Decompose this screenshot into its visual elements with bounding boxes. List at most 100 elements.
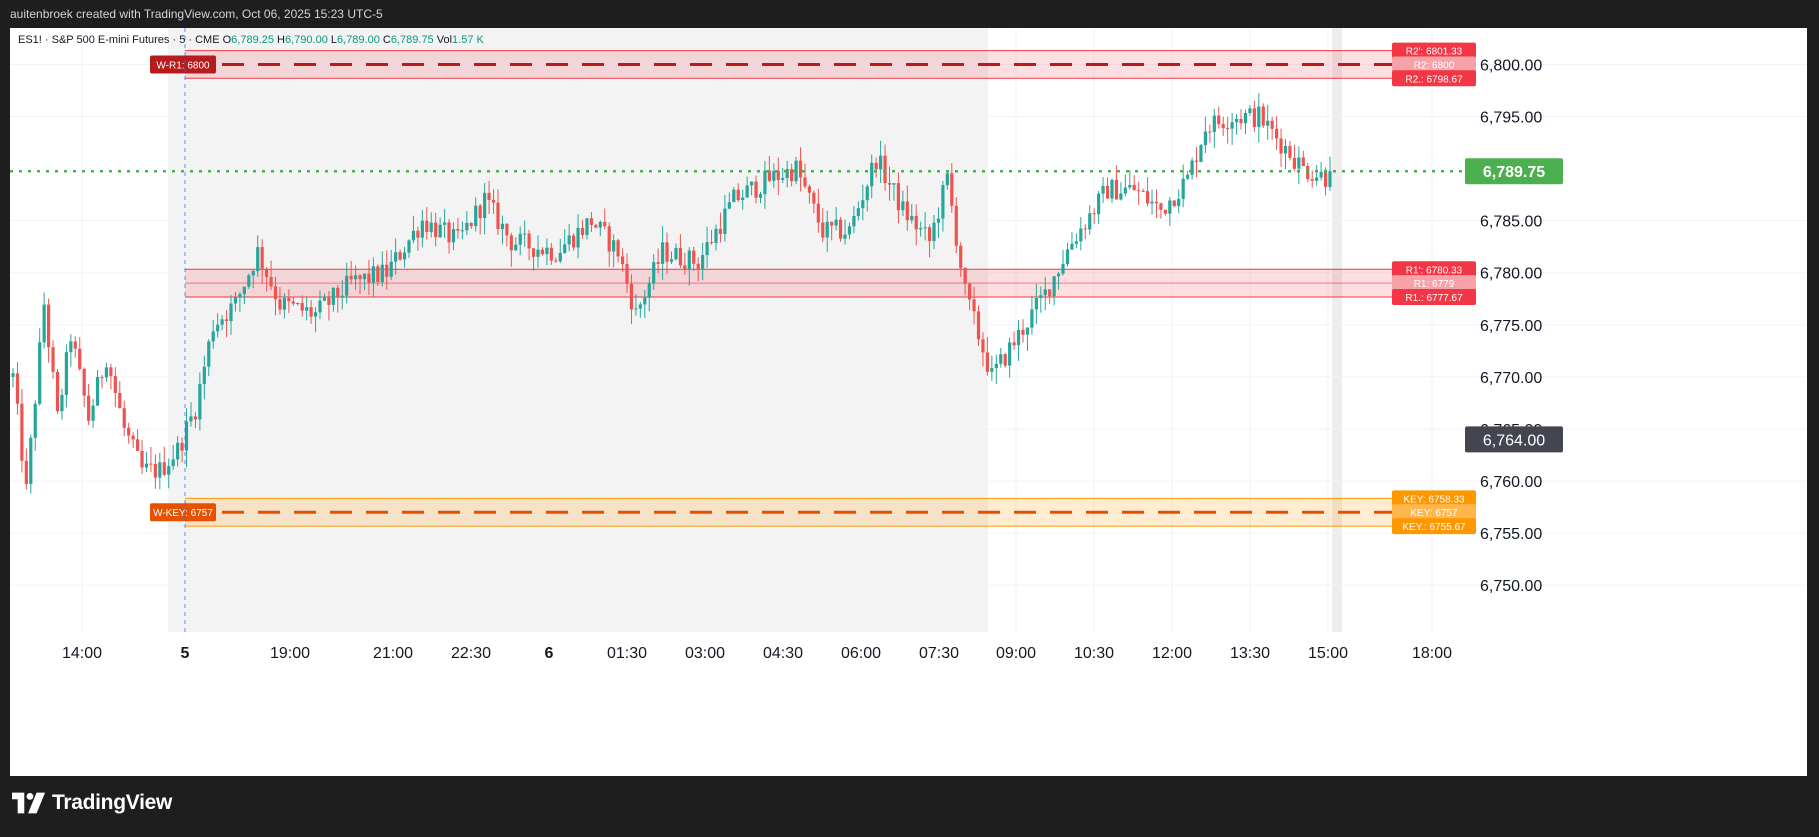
- overnight-session-shade: [168, 28, 988, 632]
- weekly-key-label-box: [150, 503, 216, 522]
- candle-body: [683, 265, 687, 270]
- candle-body: [594, 224, 598, 228]
- candle-body: [385, 264, 389, 277]
- candle-body: [202, 366, 206, 384]
- candle-body: [1230, 122, 1234, 129]
- candle-body: [238, 294, 242, 298]
- candle-body: [665, 242, 669, 262]
- candle-body: [701, 255, 705, 270]
- zone-key-mid-price-label: KEY: 6757: [1410, 508, 1458, 519]
- candle-body: [425, 220, 429, 233]
- candle-body: [358, 275, 362, 280]
- candle-body: [371, 266, 375, 283]
- price-tick-label: 6,780.00: [1480, 266, 1542, 283]
- candle-body: [1266, 120, 1270, 126]
- candle-body: [1137, 190, 1141, 192]
- candle-body: [821, 222, 825, 238]
- candle-body: [256, 247, 260, 271]
- candle-body: [678, 247, 682, 266]
- candle-body: [1065, 249, 1070, 264]
- candle-body: [500, 223, 505, 230]
- close-value: 6,789.75: [390, 34, 434, 46]
- candle-body: [1150, 201, 1154, 204]
- candle-body: [305, 307, 309, 311]
- candle-body: [438, 224, 442, 238]
- zone-r2-bottom-price-label: R2.: 6798.67: [1405, 74, 1463, 85]
- candle-body: [741, 197, 745, 201]
- candle-body: [398, 252, 402, 260]
- candle-body: [976, 311, 981, 340]
- candle-body: [523, 233, 527, 235]
- time-tick-label: 15:00: [1308, 645, 1348, 662]
- time-axis: 14:00 5 19:00 21:00 22:30 6 01:30 03:00 04:30 06:…: [62, 645, 1452, 662]
- zone-r1-bottom-price-tag: [1392, 288, 1476, 305]
- candle-body: [496, 202, 500, 230]
- candle-body: [1128, 185, 1132, 188]
- candle-body: [51, 347, 55, 372]
- chart-area[interactable]: W-R1: 6800 R2': 6801.33 R2: 6800 R2.: 6798.…: [10, 28, 1807, 776]
- zone-r1-bottom-price-label: R1.: 6777.67: [1405, 293, 1463, 304]
- time-tick-label: 18:00: [1412, 645, 1452, 662]
- candle-body: [1003, 354, 1007, 366]
- symbol-name[interactable]: ES1! · S&P 500 E-mini Futures · 5 · CME: [18, 34, 220, 46]
- low-value: 6,789.00: [337, 34, 380, 46]
- overlay-lines: [10, 28, 1468, 632]
- candle-body: [1101, 185, 1105, 194]
- cursor-price-tag: [1465, 426, 1563, 453]
- tradingview-logo[interactable]: TradingView: [12, 791, 172, 815]
- candle-body: [1199, 145, 1203, 162]
- candle-body: [1297, 157, 1301, 169]
- candle-body: [563, 244, 567, 253]
- candles: [11, 93, 1332, 494]
- candle-body: [914, 215, 918, 230]
- open-label: O: [222, 34, 232, 46]
- cursor-price-label: 6,764.00: [1483, 432, 1545, 449]
- price-tick-label: 6,775.00: [1480, 318, 1542, 335]
- zone-r2-top-price-tag: [1392, 42, 1476, 59]
- candle-body: [1016, 329, 1021, 346]
- candle-body: [1008, 342, 1012, 366]
- session-shading: [168, 28, 1342, 632]
- candle-body: [487, 192, 491, 201]
- candle-body: [113, 376, 117, 393]
- candle-body: [518, 233, 522, 245]
- candle-body: [1070, 243, 1074, 250]
- candle-body: [95, 377, 100, 406]
- candle-body: [1234, 119, 1239, 123]
- candle-body: [669, 259, 674, 262]
- zone-key-bottom-price-label: KEY.: 6755.67: [1402, 522, 1466, 533]
- zone-r2-mid-price-label: R2: 6800: [1414, 60, 1455, 71]
- candle-body: [1061, 263, 1065, 274]
- candle-body: [1097, 193, 1101, 215]
- candle-body: [1074, 241, 1078, 244]
- candle-body: [825, 221, 829, 238]
- candle-body: [100, 377, 104, 379]
- candle-body: [55, 371, 60, 412]
- weekly-key-label: W-KEY: 6757: [153, 508, 213, 519]
- zone-r1-mid-price-tag: [1392, 275, 1476, 292]
- candle-body: [29, 437, 33, 484]
- candle-body: [896, 183, 901, 211]
- candle-body: [313, 312, 318, 317]
- candle-body: [69, 341, 73, 353]
- candle-body: [843, 234, 847, 239]
- candle-body: [936, 218, 941, 223]
- candle-body: [589, 218, 594, 225]
- candle-body: [830, 221, 834, 226]
- candle-body: [1132, 185, 1136, 191]
- candle-body: [491, 200, 496, 203]
- candle-body: [749, 181, 754, 186]
- candle-body: [265, 268, 269, 277]
- candle-body: [1257, 106, 1261, 127]
- time-tick-label: 13:30: [1230, 645, 1270, 662]
- candle-body: [1190, 160, 1194, 175]
- candle-body: [456, 229, 460, 231]
- candle-body: [122, 408, 126, 428]
- candle-body: [1243, 112, 1248, 124]
- candle-body: [794, 160, 798, 182]
- candle-body: [990, 368, 994, 372]
- candle-body: [514, 244, 518, 251]
- candle-body: [465, 222, 469, 231]
- candle-body: [629, 283, 634, 310]
- price-chart[interactable]: W-R1: 6800 R2': 6801.33 R2: 6800 R2.: 6798.…: [10, 28, 1807, 776]
